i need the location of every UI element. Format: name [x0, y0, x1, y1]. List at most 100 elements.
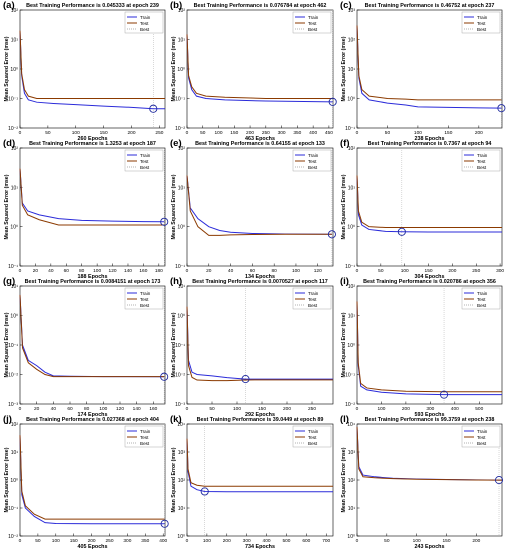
x-tick-label: 400	[309, 130, 317, 136]
chart-title: Best Training Performance is 99.3759 at …	[365, 417, 495, 423]
y-tick-label: 10⁻¹	[8, 264, 18, 270]
panel-label: (e)	[170, 138, 182, 149]
x-tick-label: 0	[186, 268, 189, 274]
legend-label-best: Best	[140, 303, 150, 308]
legend-label-train: Train	[477, 15, 488, 20]
x-tick-label: 350	[141, 538, 149, 544]
panel-label: (l)	[340, 414, 349, 425]
legend-label-test: Test	[477, 435, 486, 440]
y-tick-label: 10¹	[178, 506, 186, 512]
y-tick-label: 10²	[348, 478, 356, 484]
y-tick-label: 10⁰	[347, 534, 355, 540]
y-tick-label: 10³	[348, 8, 356, 14]
legend-label-test: Test	[308, 297, 317, 302]
y-tick-label: 10⁰	[10, 478, 18, 484]
y-tick-label: 10⁻¹	[8, 97, 18, 103]
y-tick-label: 10¹	[348, 314, 356, 320]
legend-label-test: Test	[477, 21, 486, 26]
legend-label-train: Train	[308, 153, 319, 158]
legend-label-test: Test	[308, 435, 317, 440]
x-tick-label: 0	[19, 406, 22, 412]
y-tick-label: 10⁻¹	[345, 264, 355, 270]
series-test-line	[19, 30, 165, 99]
best-marker	[327, 230, 336, 239]
y-axis-label: Mean Squared Error (mse)	[171, 312, 177, 377]
best-marker	[241, 375, 250, 384]
x-tick-label: 80	[84, 406, 90, 412]
series-train-line	[186, 175, 332, 235]
legend-label-train: Train	[477, 429, 488, 434]
x-tick-label: 50	[209, 406, 215, 412]
y-tick-label: 10⁻¹	[8, 506, 18, 512]
series-train-line	[19, 435, 165, 525]
legend-label-train: Train	[140, 291, 151, 296]
y-axis-label: Mean Squared Error (mse)	[171, 174, 177, 239]
x-tick-label: 500	[282, 538, 290, 544]
y-tick-label: 10⁻¹	[175, 97, 185, 103]
x-tick-label: 80	[79, 268, 85, 274]
y-tick-label: 10⁻²	[175, 126, 185, 132]
x-tick-label: 250	[308, 406, 316, 412]
panel-label: (b)	[170, 0, 182, 11]
panel-label: (i)	[340, 276, 349, 287]
legend-label-test: Test	[140, 297, 149, 302]
x-tick-label: 150	[442, 538, 450, 544]
y-tick-label: 10³	[348, 450, 356, 456]
y-tick-label: 10⁻¹	[175, 343, 185, 349]
x-tick-label: 100	[233, 406, 241, 412]
y-tick-label: 10¹	[11, 185, 19, 191]
y-tick-label: 10²	[178, 478, 186, 484]
x-tick-label: 150	[100, 130, 108, 136]
y-tick-label: 10²	[348, 146, 356, 152]
chart-panel-3: (c) Best Training Performance is 0.46752 …	[340, 0, 506, 142]
chart-title: Best Training Performance is 0.0070527 a…	[192, 279, 327, 285]
legend-label-test: Test	[140, 435, 149, 440]
series-test-line	[356, 426, 502, 481]
y-tick-label: 10⁻²	[8, 373, 18, 379]
x-tick-label: 250	[155, 130, 163, 136]
series-test-line	[186, 175, 332, 236]
y-tick-label: 10¹	[348, 67, 356, 73]
chart-panel-9: (i) Best Training Performance is 0.020786…	[340, 276, 503, 418]
x-tick-label: 200	[88, 538, 96, 544]
x-tick-label: 150	[258, 406, 266, 412]
x-tick-label: 0	[356, 268, 359, 274]
chart-panel-12: (l) Best Training Performance is 99.3759 …	[340, 414, 504, 550]
best-marker	[160, 217, 169, 226]
best-marker	[494, 476, 504, 485]
x-tick-label: 350	[293, 130, 301, 136]
x-axis-label: 463 Epochs	[245, 136, 275, 142]
x-tick-label: 100	[401, 268, 409, 274]
series-test-line	[356, 175, 502, 229]
legend-label-train: Train	[477, 291, 488, 296]
x-tick-label: 80	[271, 268, 277, 274]
legend-label-best: Best	[477, 27, 487, 32]
y-tick-label: 10⁰	[177, 225, 185, 231]
x-tick-label: 500	[475, 406, 483, 412]
x-axis-label: 593 Epochs	[415, 412, 445, 418]
x-tick-label: 50	[45, 130, 51, 136]
panel-label: (f)	[340, 138, 350, 149]
x-tick-label: 20	[33, 268, 39, 274]
series-test-line	[19, 435, 165, 520]
x-tick-label: 40	[48, 268, 54, 274]
legend-label-test: Test	[477, 297, 486, 302]
legend-label-train: Train	[140, 15, 151, 20]
y-axis-label: Mean Squared Error (mse)	[171, 447, 177, 512]
legend-label-train: Train	[308, 291, 319, 296]
x-tick-label: 200	[223, 538, 231, 544]
x-tick-label: 0	[19, 130, 22, 136]
panel-label: (d)	[3, 138, 15, 149]
series-train-line	[186, 34, 333, 103]
best-marker	[439, 390, 449, 399]
best-marker	[160, 519, 169, 528]
y-tick-label: 10²	[11, 422, 19, 428]
x-tick-label: 0	[186, 406, 189, 412]
series-test-line	[356, 25, 502, 101]
x-tick-label: 160	[139, 268, 147, 274]
